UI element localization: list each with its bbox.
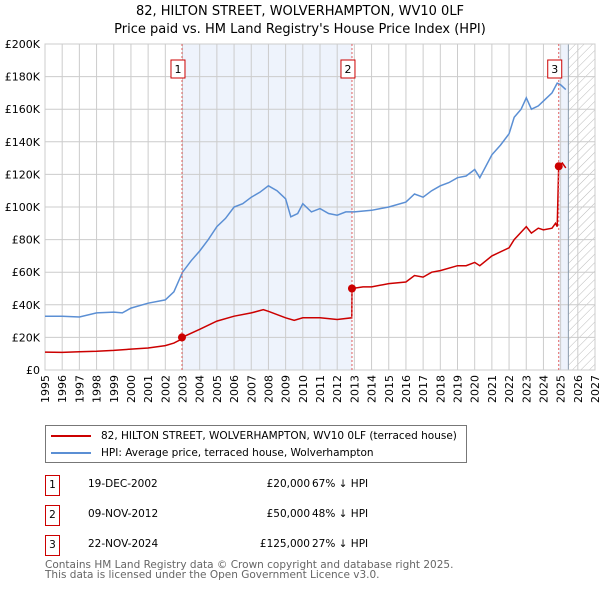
x-tick-label: 2013 — [348, 375, 361, 403]
legend-item-property: 82, HILTON STREET, WOLVERHAMPTON, WV10 0… — [51, 428, 457, 444]
transaction-hpi-diff: 27% ↓ HPI — [312, 538, 369, 550]
sale-marker-label: 2 — [344, 63, 351, 76]
chart-title: 82, HILTON STREET, WOLVERHAMPTON, WV10 0… — [0, 3, 600, 39]
sale-point — [347, 284, 356, 293]
y-tick-label: £60K — [12, 266, 41, 279]
y-tick-label: £80K — [12, 234, 41, 247]
transaction-price: £20,000 — [266, 478, 310, 490]
footer-copyright: Contains HM Land Registry data © Crown c… — [45, 559, 454, 571]
x-tick-label: 2010 — [297, 375, 310, 403]
transaction-number: 1 — [45, 475, 60, 496]
y-tick-label: £180K — [5, 71, 41, 84]
x-tick-label: 2016 — [400, 375, 413, 403]
legend-label-hpi: HPI: Average price, terraced house, Wolv… — [101, 447, 374, 459]
sale-marker-label: 3 — [551, 63, 558, 76]
title-line-2: Price paid vs. HM Land Registry's House … — [114, 22, 486, 37]
x-tick-label: 2027 — [589, 375, 600, 403]
transaction-hpi-diff: 67% ↓ HPI — [312, 478, 369, 490]
legend-swatch-hpi — [51, 452, 91, 454]
x-tick-label: 2021 — [486, 375, 499, 403]
x-tick-label: 2024 — [537, 375, 550, 403]
transaction-hpi-diff: 48% ↓ HPI — [312, 508, 369, 520]
property-price-line — [44, 161, 567, 354]
legend-swatch-property — [51, 435, 91, 437]
sale-marker-box — [547, 59, 563, 79]
x-tick-label: 2022 — [503, 375, 516, 403]
title-line-1: 82, HILTON STREET, WOLVERHAMPTON, WV10 0… — [135, 4, 465, 19]
y-tick-label: £20K — [12, 331, 41, 344]
hpi-line — [45, 82, 567, 318]
x-tick-label: 2002 — [159, 375, 172, 403]
chart: 1 2 3 1995 1996 1997 1998 1999 2000 2001 2002 2003 2… — [5, 38, 600, 403]
sale-marker-label: 1 — [174, 63, 181, 76]
x-tick-label: 2014 — [366, 375, 379, 403]
x-tick-label: 2007 — [245, 375, 258, 403]
x-tick-label: 2006 — [228, 375, 241, 403]
footer-licence: This data is licensed under the Open Gov… — [45, 569, 380, 581]
x-tick-label: 2026 — [572, 375, 585, 403]
x-tick-label: 2000 — [125, 375, 138, 403]
y-tick-label: £200K — [5, 38, 41, 51]
footer: Contains HM Land Registry data © Crown c… — [45, 559, 454, 581]
x-tick-label: 2020 — [469, 375, 482, 403]
x-tick-label: 2011 — [314, 375, 327, 403]
x-tick-label: 1997 — [73, 375, 86, 403]
x-tick-label: 1999 — [108, 375, 121, 403]
transaction-number: 3 — [45, 535, 60, 556]
legend-item-hpi: HPI: Average price, terraced house, Wolv… — [51, 445, 374, 461]
x-tick-label: 2017 — [417, 375, 430, 403]
x-tick-label: 2005 — [211, 375, 224, 403]
x-tick-label: 2023 — [520, 375, 533, 403]
transaction-price: £50,000 — [266, 508, 310, 520]
transaction-number: 2 — [45, 505, 60, 526]
sale-point — [177, 333, 186, 342]
transaction-date: 09-NOV-2012 — [88, 508, 159, 520]
transaction-date: 22-NOV-2024 — [88, 538, 159, 550]
x-tick-label: 2003 — [177, 375, 190, 403]
x-tick-label: 1996 — [56, 375, 69, 403]
transaction-date: 19-DEC-2002 — [88, 478, 158, 490]
plot-frame — [44, 43, 596, 371]
x-tick-label: 2001 — [142, 375, 155, 403]
x-tick-label: 2009 — [280, 375, 293, 403]
x-tick-label: 2025 — [555, 375, 568, 403]
x-tick-label: 1995 — [39, 375, 52, 403]
x-tick-label: 2012 — [331, 375, 344, 403]
y-tick-label: £40K — [12, 299, 41, 312]
x-tick-label: 2019 — [452, 375, 465, 403]
y-tick-label: £0 — [26, 364, 40, 377]
x-tick-label: 2018 — [434, 375, 447, 403]
y-tick-label: £100K — [5, 201, 41, 214]
x-tick-label: 1998 — [91, 375, 104, 403]
legend: 82, HILTON STREET, WOLVERHAMPTON, WV10 0… — [45, 425, 467, 463]
y-tick-label: £160K — [5, 103, 41, 116]
x-tick-label: 2015 — [383, 375, 396, 403]
y-tick-label: £120K — [5, 168, 41, 181]
transaction-price: £125,000 — [259, 538, 310, 550]
x-tick-label: 2004 — [194, 375, 207, 403]
legend-label-property: 82, HILTON STREET, WOLVERHAMPTON, WV10 0… — [101, 430, 457, 442]
y-tick-label: £140K — [5, 136, 41, 149]
sale-marker-box — [170, 59, 186, 79]
sale-point — [554, 162, 563, 171]
sale-marker-box — [340, 59, 356, 79]
x-tick-label: 2008 — [262, 375, 275, 403]
